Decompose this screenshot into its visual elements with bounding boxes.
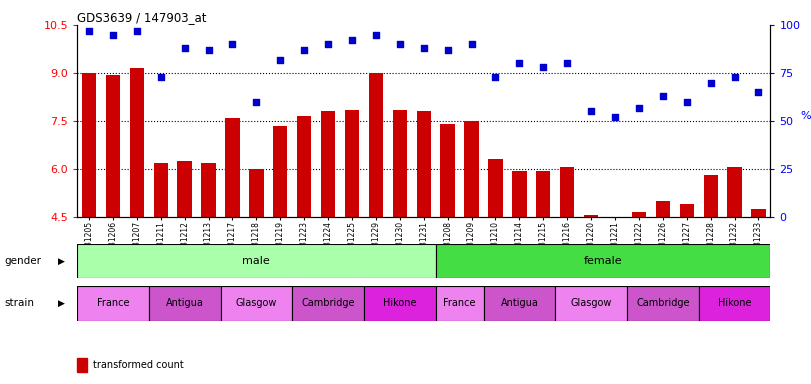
- Bar: [627, 286, 699, 321]
- Text: GDS3639 / 147903_at: GDS3639 / 147903_at: [77, 11, 207, 24]
- Point: [680, 99, 693, 105]
- Point: [370, 31, 383, 38]
- Point: [250, 99, 263, 105]
- Bar: [77, 244, 436, 278]
- Bar: [369, 73, 383, 217]
- Text: France: France: [97, 298, 129, 308]
- Point: [441, 47, 454, 53]
- Bar: [321, 111, 335, 217]
- Text: ▶: ▶: [58, 299, 65, 308]
- Bar: [249, 169, 264, 217]
- Point: [418, 45, 431, 51]
- Point: [322, 41, 335, 47]
- Text: Antigua: Antigua: [165, 298, 204, 308]
- Bar: [465, 121, 478, 217]
- Bar: [436, 244, 770, 278]
- Bar: [680, 204, 694, 217]
- Bar: [703, 175, 718, 217]
- Text: transformed count: transformed count: [93, 360, 184, 370]
- Bar: [82, 73, 97, 217]
- Bar: [513, 170, 526, 217]
- Point: [393, 41, 406, 47]
- Point: [560, 60, 573, 66]
- Bar: [77, 286, 148, 321]
- Point: [202, 47, 215, 53]
- Bar: [292, 286, 364, 321]
- Bar: [751, 209, 766, 217]
- Text: ▶: ▶: [58, 257, 65, 266]
- Point: [752, 89, 765, 95]
- Point: [608, 114, 621, 120]
- Bar: [153, 162, 168, 217]
- Bar: [345, 110, 359, 217]
- Point: [178, 45, 191, 51]
- Point: [656, 93, 669, 99]
- Bar: [105, 74, 120, 217]
- Text: female: female: [584, 256, 622, 266]
- Bar: [632, 212, 646, 217]
- Bar: [436, 286, 483, 321]
- Y-axis label: %: %: [800, 111, 811, 121]
- Bar: [440, 124, 455, 217]
- Text: Hikone: Hikone: [718, 298, 751, 308]
- Bar: [560, 167, 574, 217]
- Bar: [221, 286, 292, 321]
- Text: Antigua: Antigua: [500, 298, 539, 308]
- Point: [465, 41, 478, 47]
- Text: Cambridge: Cambridge: [636, 298, 689, 308]
- Point: [131, 28, 144, 34]
- Bar: [727, 167, 742, 217]
- Point: [106, 31, 119, 38]
- Text: Cambridge: Cambridge: [302, 298, 355, 308]
- Bar: [488, 159, 503, 217]
- Point: [704, 79, 717, 86]
- Bar: [130, 68, 144, 217]
- Point: [633, 104, 646, 111]
- Text: Glasgow: Glasgow: [570, 298, 611, 308]
- Bar: [225, 118, 239, 217]
- Bar: [417, 111, 431, 217]
- Point: [298, 47, 311, 53]
- Bar: [483, 286, 556, 321]
- Point: [489, 74, 502, 80]
- Bar: [556, 286, 627, 321]
- Text: Hikone: Hikone: [383, 298, 417, 308]
- Point: [513, 60, 526, 66]
- Point: [537, 64, 550, 70]
- Bar: [584, 215, 599, 217]
- Bar: [393, 110, 407, 217]
- Point: [585, 108, 598, 114]
- Text: strain: strain: [4, 298, 34, 308]
- Point: [154, 74, 167, 80]
- Text: male: male: [242, 256, 270, 266]
- Bar: [273, 126, 287, 217]
- Point: [83, 28, 96, 34]
- Point: [274, 56, 287, 63]
- Bar: [364, 286, 436, 321]
- Point: [226, 41, 239, 47]
- Bar: [699, 286, 770, 321]
- Bar: [201, 162, 216, 217]
- Bar: [536, 170, 551, 217]
- Point: [345, 37, 358, 43]
- Bar: [178, 161, 192, 217]
- Bar: [148, 286, 221, 321]
- Text: France: France: [444, 298, 476, 308]
- Bar: [297, 116, 311, 217]
- Text: Glasgow: Glasgow: [236, 298, 277, 308]
- Point: [728, 74, 741, 80]
- Bar: [655, 201, 670, 217]
- Text: gender: gender: [4, 256, 41, 266]
